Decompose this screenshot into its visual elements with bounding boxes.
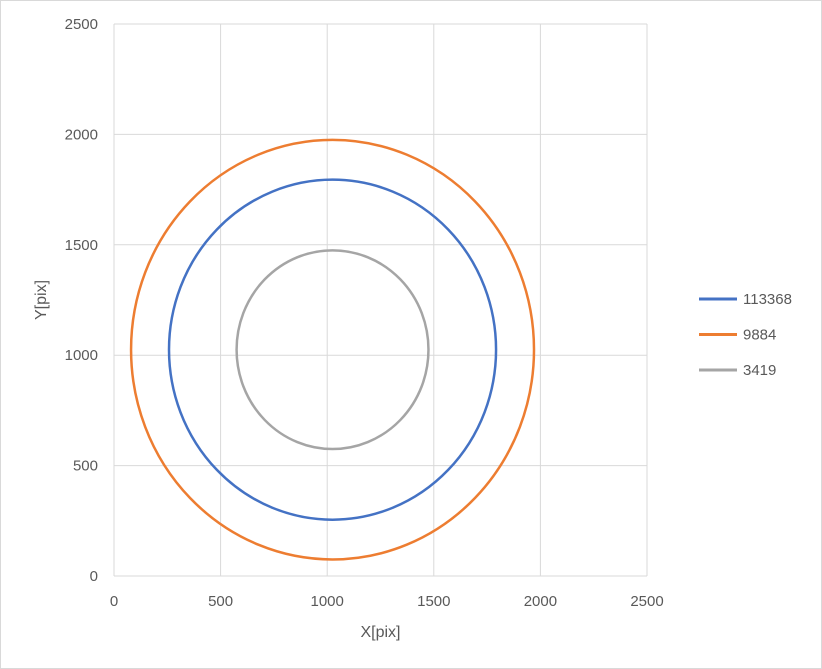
y-tick-label: 2000 — [65, 126, 98, 143]
legend: 113368 9884 3419 — [699, 291, 792, 379]
x-axis-title: X[pix] — [360, 624, 400, 641]
legend-label: 113368 — [743, 291, 792, 308]
x-tick-label: 1500 — [417, 593, 450, 610]
y-tick-label: 2500 — [65, 16, 98, 33]
legend-item: 113368 — [699, 291, 792, 308]
y-axis-title: Y[pix] — [33, 280, 50, 320]
x-tick-label: 500 — [208, 593, 233, 610]
y-tick-label: 0 — [90, 568, 98, 585]
series-3419-curve — [235, 249, 430, 451]
series-9884-curve — [129, 138, 536, 561]
x-tick-label: 0 — [110, 593, 118, 610]
series-layer — [129, 138, 536, 561]
series-113368-curve — [167, 178, 498, 521]
tick-labels: 0 500 1000 1500 2000 2500 0 500 1000 1500 2000 2500 — [65, 16, 664, 610]
x-tick-label: 1000 — [311, 593, 344, 610]
gridlines — [113, 23, 648, 577]
legend-label: 9884 — [743, 327, 776, 344]
y-tick-label: 1000 — [65, 347, 98, 364]
legend-item: 9884 — [699, 327, 776, 344]
y-tick-label: 1500 — [65, 237, 98, 254]
y-tick-label: 500 — [73, 458, 98, 475]
legend-label: 3419 — [743, 362, 776, 379]
x-tick-label: 2000 — [524, 593, 557, 610]
legend-item: 3419 — [699, 362, 776, 379]
x-tick-label: 2500 — [630, 593, 663, 610]
